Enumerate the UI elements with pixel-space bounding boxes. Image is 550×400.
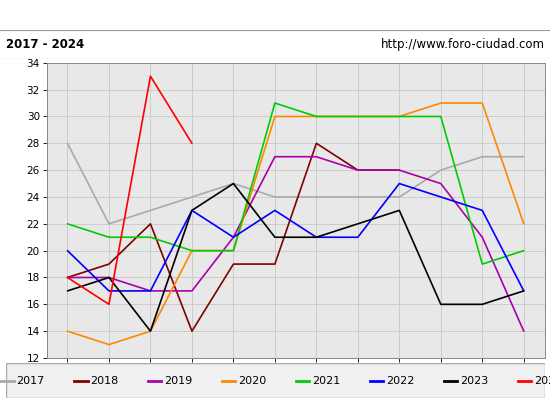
Text: 2020: 2020 [238,376,266,386]
Text: 2019: 2019 [164,376,192,386]
Text: 2017: 2017 [16,376,45,386]
Text: 2021: 2021 [312,376,340,386]
Text: 2018: 2018 [90,376,118,386]
Text: 2024: 2024 [534,376,550,386]
Text: http://www.foro-ciudad.com: http://www.foro-ciudad.com [381,38,544,51]
Text: 2022: 2022 [386,376,414,386]
Text: 2017 - 2024: 2017 - 2024 [6,38,84,51]
Text: 2023: 2023 [460,376,488,386]
Text: Evolucion del paro registrado en Azuébar: Evolucion del paro registrado en Azuébar [124,7,426,23]
